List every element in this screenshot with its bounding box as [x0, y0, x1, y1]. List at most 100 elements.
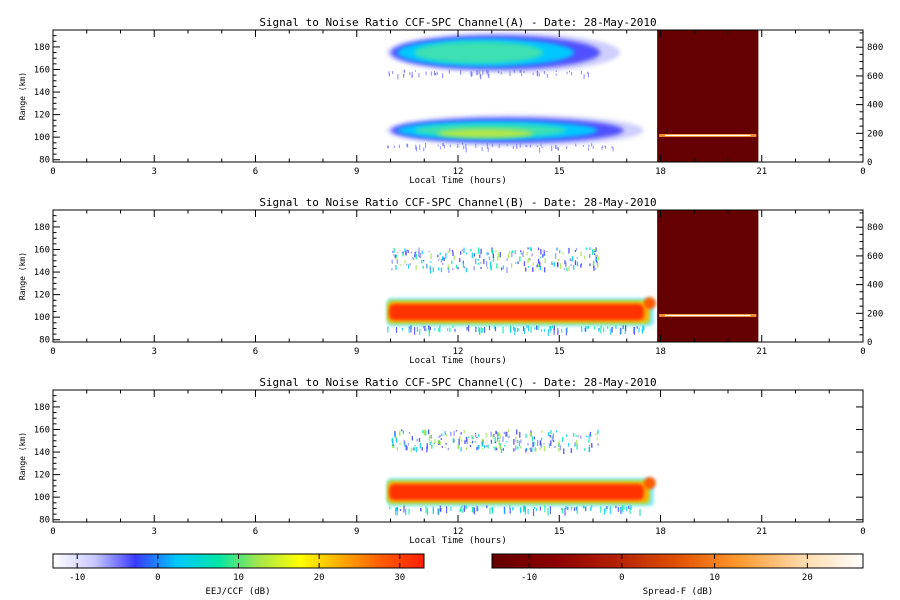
panel-c-title: Signal to Noise Ratio CCF-SPC Channel(C)… [259, 376, 656, 389]
panel-c-y-tick-label: 120 [34, 471, 50, 481]
panel-b-echo-2 [387, 297, 656, 337]
panel-a-y-label: Range (km) [18, 72, 27, 120]
colorbar-eej-label: EEJ/CCF (dB) [205, 587, 270, 597]
colorbar-eej-tick-label: 10 [233, 573, 244, 583]
panel-a-x-label: Local Time (hours) [409, 176, 507, 186]
panel-a-y-tick-label: 100 [34, 133, 50, 143]
panel-b-spreadf-block [657, 210, 759, 342]
panel-b-y-tick-label: 140 [34, 268, 50, 278]
panel-b-x-tick-label: 12 [453, 347, 464, 357]
colorbar-eej-tick-label: 20 [314, 573, 325, 583]
panel-b-spreadf-trace-core [665, 314, 751, 317]
panel-b-right-ticks: 0 200 400 600 800 [856, 212, 883, 348]
panel-b-y-tick-label: 160 [34, 245, 50, 255]
panel-a-right-tick-label: 200 [867, 129, 883, 139]
panel-a-y-tick-label: 180 [34, 43, 50, 53]
panel-a-x-tick-label: 0 [50, 167, 55, 177]
panel-c-data [387, 429, 656, 517]
colorbar-spreadf-ramp [491, 553, 864, 569]
panel-a-x-tick-label: 9 [354, 167, 359, 177]
panel-b-x-label: Local Time (hours) [409, 356, 507, 366]
panel-b-x-tick-label: 21 [756, 347, 767, 357]
panel-b-x-tick-label: 0 [50, 347, 55, 357]
panel-b-right-tick-label: 0 [867, 338, 872, 348]
colorbar-eej-tick-label: -10 [69, 573, 85, 583]
panel-b-y-label: Range (km) [18, 252, 27, 300]
panel-c-x-tick-label: 12 [453, 527, 464, 537]
panel-b-y-tick-label: 100 [34, 313, 50, 323]
panel-a-right-tick-label: 600 [867, 72, 883, 82]
panel-b-x-tick-label: 3 [152, 347, 157, 357]
panel-c-y-label: Range (km) [18, 432, 27, 480]
colorbar-spreadf-tick-label: 10 [709, 573, 720, 583]
colorbars: -10 0 10 20 30 EEJ/CCF (dB) -10 0 10 20 Spread-F (… [52, 553, 864, 597]
panel-c: Signal to Noise Ratio CCF-SPC Channel(C)… [18, 376, 866, 546]
panel-a-x-tick-label: 12 [453, 167, 464, 177]
panel-c-x-tick-label: 21 [756, 527, 767, 537]
panel-c-y-tick-label: 140 [34, 448, 50, 458]
panel-b-right-tick-label: 200 [867, 309, 883, 319]
panel-a-y-tick-label: 120 [34, 111, 50, 121]
colorbar-spreadf-tick-label: -10 [521, 573, 537, 583]
panel-a-spreadf-trace-core [665, 134, 751, 137]
colorbar-spreadf-label: Spread-F (dB) [643, 587, 713, 597]
panel-b-right-tick-label: 600 [867, 252, 883, 262]
panel-a-right-tick-label: 800 [867, 43, 883, 53]
panel-b-x-tick-label: 9 [354, 347, 359, 357]
panel-a: Signal to Noise Ratio CCF-SPC Channel(A)… [18, 16, 883, 186]
panel-c-echo-2 [387, 477, 656, 517]
colorbar-spreadf-tick-label: 20 [802, 573, 813, 583]
panel-b-x-tick-label: 15 [554, 347, 565, 357]
panel-b-x-tick-label: 0 [860, 347, 865, 357]
colorbar-eej: -10 0 10 20 30 EEJ/CCF (dB) [52, 553, 425, 597]
panel-c-echo-1 [391, 429, 599, 455]
panel-a-echo-2 [387, 115, 644, 153]
colorbar-spreadf-tick-label: 0 [619, 573, 624, 583]
panel-a-x-tick-label: 0 [860, 167, 865, 177]
panel-b-y-tick-label: 180 [34, 223, 50, 233]
panel-a-echo-1 [387, 32, 620, 80]
panel-a-y-tick-label: 80 [39, 156, 50, 166]
colorbar-spreadf: -10 0 10 20 Spread-F (dB) [491, 553, 864, 597]
panel-b-x-tick-label: 18 [655, 347, 666, 357]
panels: Signal to Noise Ratio CCF-SPC Channel(A)… [18, 16, 883, 546]
panel-b-data [387, 210, 759, 342]
panel-c-x-tick-label: 9 [354, 527, 359, 537]
panel-b-y-ticks: 80 100 120 140 160 180 [34, 215, 60, 346]
panel-a-x-tick-label: 18 [655, 167, 666, 177]
panel-c-x-tick-label: 0 [860, 527, 865, 537]
panel-b-echo-1 [391, 247, 600, 274]
panel-c-y-tick-label: 80 [39, 516, 50, 526]
panel-a-x-tick-label: 21 [756, 167, 767, 177]
panel-a-x-tick-label: 6 [253, 167, 258, 177]
panel-a-right-ticks: 0 200 400 600 800 [856, 32, 883, 168]
panel-c-x-tick-label: 18 [655, 527, 666, 537]
panel-a-data [387, 30, 759, 162]
panel-a-y-tick-label: 160 [34, 65, 50, 75]
panel-c-y-tick-label: 160 [34, 425, 50, 435]
panel-b-x-ticks: 0 3 6 9 12 15 18 21 0 [50, 210, 866, 357]
colorbar-eej-tick-label: 30 [394, 573, 405, 583]
panel-a-spreadf-block [657, 30, 759, 162]
panel-c-y-ticks: 80 100 120 140 160 180 [34, 395, 863, 526]
panel-c-y-tick-label: 180 [34, 403, 50, 413]
panel-a-y-tick-label: 140 [34, 88, 50, 98]
panel-c-x-ticks: 0 3 6 9 12 15 18 21 0 [50, 390, 866, 537]
panel-b-title: Signal to Noise Ratio CCF-SPC Channel(B)… [259, 196, 656, 209]
panel-c-x-tick-label: 15 [554, 527, 565, 537]
panel-a-y-ticks: 80 100 120 140 160 180 [34, 35, 60, 166]
colorbar-eej-tick-label: 0 [155, 573, 160, 583]
panel-b: Signal to Noise Ratio CCF-SPC Channel(B)… [18, 196, 883, 366]
panel-a-right-tick-label: 0 [867, 158, 872, 168]
panel-a-x-tick-label: 15 [554, 167, 565, 177]
panel-a-right-tick-label: 400 [867, 101, 883, 111]
panel-c-x-tick-label: 0 [50, 527, 55, 537]
panel-c-x-tick-label: 3 [152, 527, 157, 537]
panel-b-y-tick-label: 120 [34, 291, 50, 301]
panel-c-x-tick-label: 6 [253, 527, 258, 537]
panel-b-x-tick-label: 6 [253, 347, 258, 357]
panel-a-title: Signal to Noise Ratio CCF-SPC Channel(A)… [259, 16, 656, 29]
panel-a-x-tick-label: 3 [152, 167, 157, 177]
panel-b-right-tick-label: 800 [867, 223, 883, 233]
